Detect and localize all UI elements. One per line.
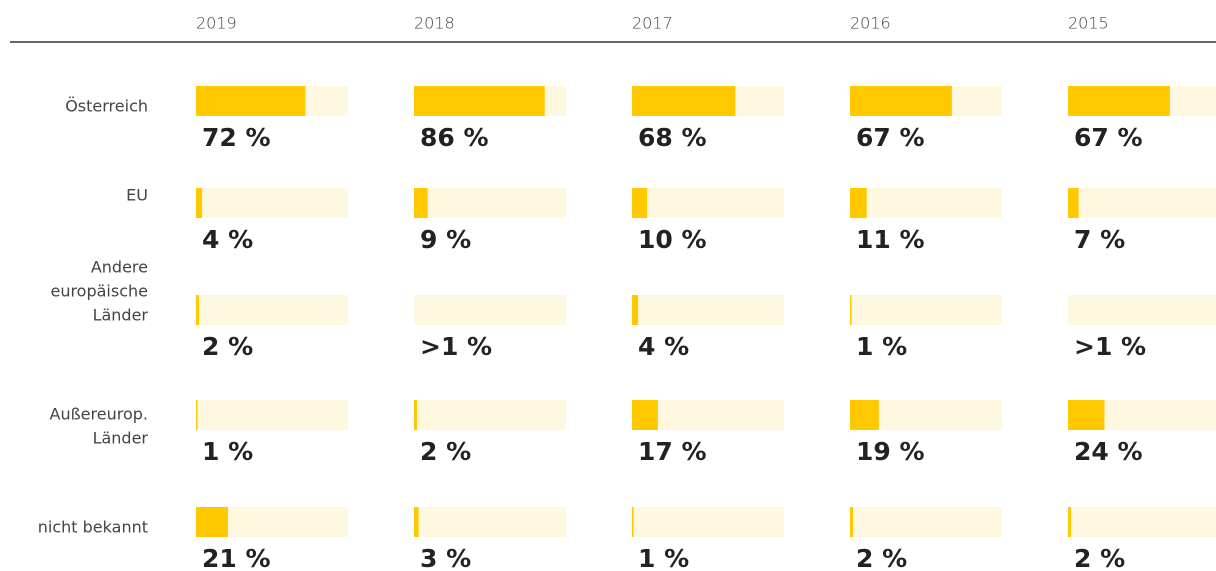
bar [414,188,428,218]
bar [850,507,854,537]
bar-track [632,507,784,537]
bar-track [632,295,784,325]
bar-track [1068,507,1216,537]
value-label: 3 % [420,544,471,571]
bar-track [414,400,566,430]
column-header: 2019 [196,14,237,33]
bar [850,295,852,325]
value-label: 2 % [202,332,253,361]
row-label: europäische [50,282,148,301]
row-label: Länder [93,306,149,325]
bar-track [850,507,1002,537]
value-label: 1 % [202,437,253,466]
bar [632,86,736,116]
bar-track [1068,188,1216,218]
row-label: Länder [93,429,149,448]
value-label: 11 % [856,225,925,254]
bar-track [414,188,566,218]
bar [196,188,203,218]
bar [196,400,198,430]
value-label: 67 % [1074,123,1143,152]
bar [196,86,306,116]
bar [1068,400,1105,430]
value-label: 86 % [420,123,489,152]
value-label: 2 % [420,437,471,466]
bar [414,86,545,116]
row-label: Andere [91,258,148,277]
row-label: nicht bekannt [38,518,148,537]
column-header: 2018 [414,14,455,33]
value-label: 7 % [1074,225,1125,254]
row-label: Außereurop. [50,405,148,424]
bar-track [196,188,348,218]
value-label: 21 % [202,544,271,571]
value-label: 72 % [202,123,271,152]
bar [1068,507,1072,537]
value-label: 9 % [420,225,471,254]
value-label: 24 % [1074,437,1143,466]
value-label: 10 % [638,225,707,254]
bar-track [196,295,348,325]
bar [632,188,648,218]
bar [414,400,418,430]
bar [632,295,639,325]
bar [632,400,658,430]
bar [1068,86,1170,116]
column-header: 2016 [850,14,891,33]
value-label: >1 % [1074,332,1146,361]
bar-track [196,400,348,430]
bar-track [632,188,784,218]
row-label: Österreich [65,97,148,116]
bar [196,507,228,537]
value-label: >1 % [420,332,492,361]
bar [850,400,879,430]
value-label: 2 % [856,544,907,571]
value-label: 4 % [638,332,689,361]
bar [632,507,634,537]
value-label: 19 % [856,437,925,466]
row-label: EU [126,186,148,205]
bar [414,507,419,537]
value-label: 67 % [856,123,925,152]
column-header: 2017 [632,14,673,33]
bar [850,86,952,116]
bar-track [414,295,566,325]
bar [196,295,200,325]
value-label: 2 % [1074,544,1125,571]
value-label: 1 % [856,332,907,361]
bar-track [850,188,1002,218]
column-header: 2015 [1068,14,1109,33]
bar [850,188,867,218]
bar [1068,188,1079,218]
value-label: 68 % [638,123,707,152]
bar-track [850,295,1002,325]
value-label: 17 % [638,437,707,466]
bar-track [414,507,566,537]
value-label: 4 % [202,225,253,254]
value-label: 1 % [638,544,689,571]
bar-track [1068,295,1216,325]
